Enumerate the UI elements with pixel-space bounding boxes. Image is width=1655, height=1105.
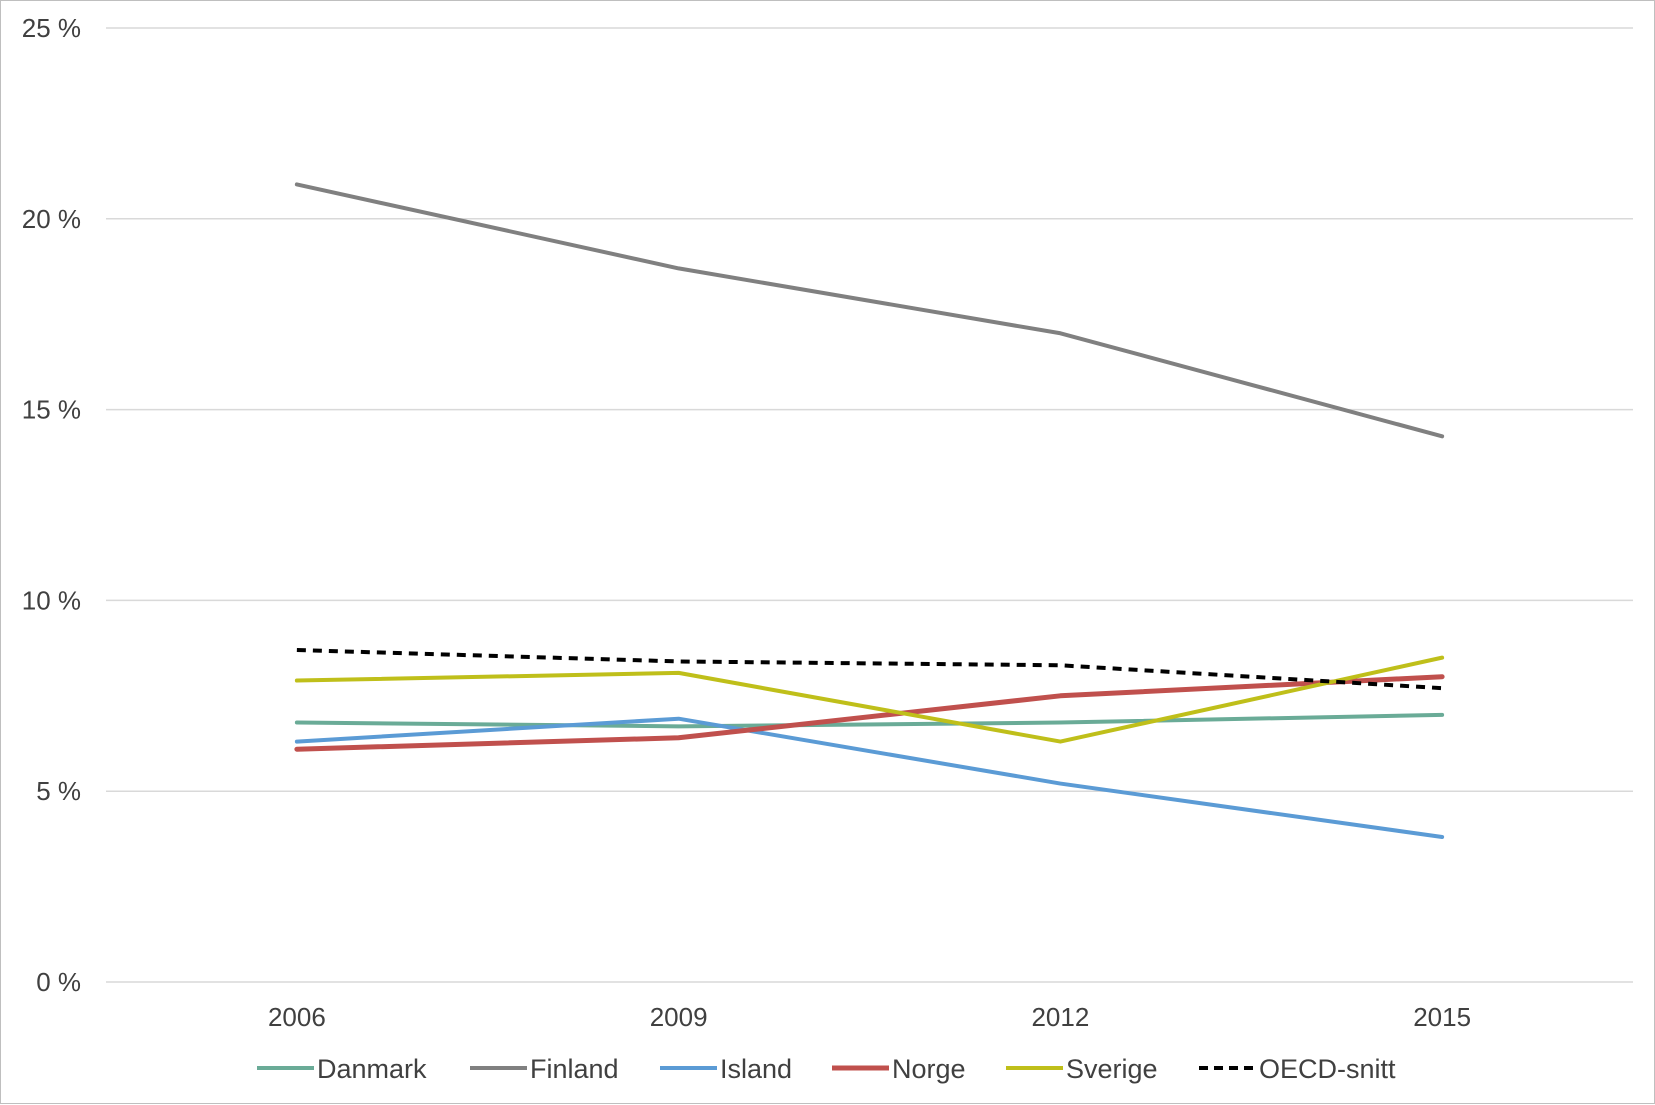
legend: Danmark Finland Island Norge Sverige OECD-sni…	[257, 1054, 1396, 1084]
series-line-norge	[294, 674, 1445, 752]
gridlines	[106, 27, 1633, 983]
legend-label: Finland	[530, 1054, 619, 1084]
series-line-island	[294, 716, 1445, 839]
x-tick-label: 2012	[1031, 1002, 1089, 1032]
x-axis-tick-labels: 2006 2009 2012 2015	[268, 1002, 1471, 1032]
y-tick-label: 10 %	[22, 585, 81, 615]
y-tick-label: 25 %	[22, 13, 81, 43]
legend-label: Norge	[892, 1054, 966, 1084]
legend-label: Sverige	[1066, 1054, 1158, 1084]
x-tick-label: 2015	[1413, 1002, 1471, 1032]
x-tick-label: 2006	[268, 1002, 326, 1032]
legend-label: Island	[720, 1054, 792, 1084]
series-lines	[294, 182, 1445, 839]
y-tick-label: 5 %	[36, 776, 81, 806]
y-tick-label: 15 %	[22, 395, 81, 425]
legend-label: OECD-snitt	[1259, 1054, 1396, 1084]
y-tick-label: 0 %	[36, 967, 81, 997]
series-line-oecd-snitt	[296, 648, 1443, 691]
legend-label: Danmark	[317, 1054, 427, 1084]
x-tick-label: 2009	[650, 1002, 708, 1032]
series-line-finland	[294, 182, 1445, 439]
series-line-danmark	[294, 712, 1445, 729]
series-line-sverige	[294, 655, 1445, 744]
y-tick-label: 20 %	[22, 204, 81, 234]
y-axis-tick-labels: 0 % 5 % 10 % 15 % 20 % 25 %	[22, 13, 81, 997]
